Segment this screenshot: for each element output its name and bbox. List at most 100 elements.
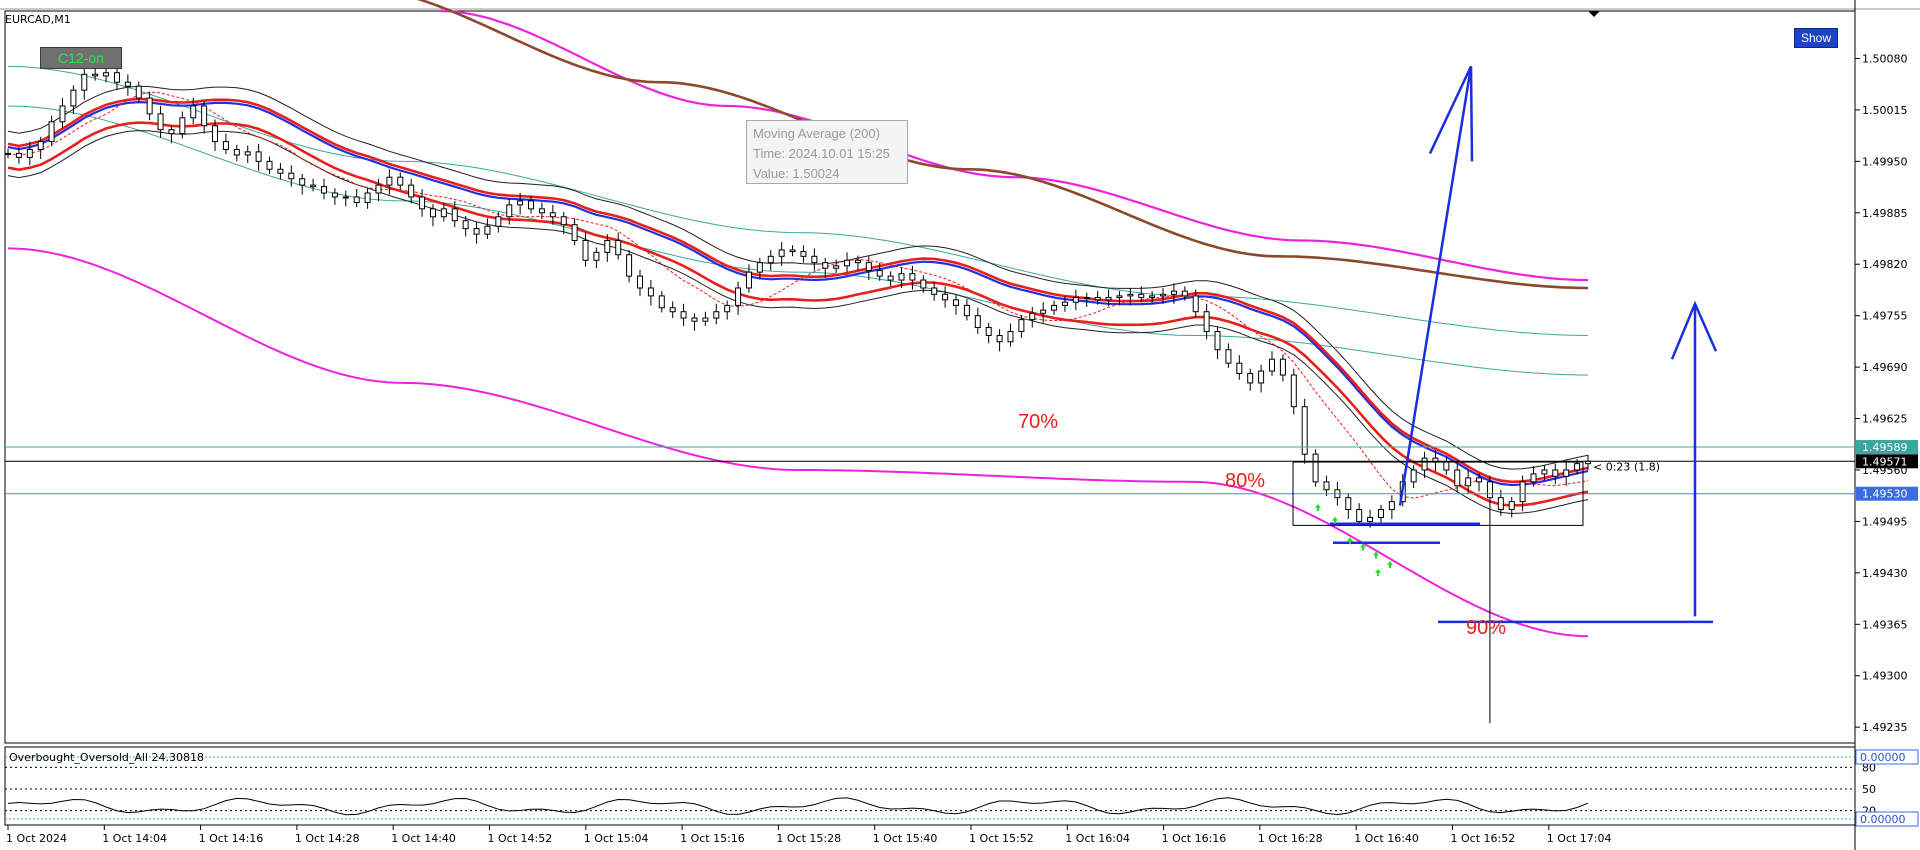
- candle: [1072, 289, 1079, 311]
- candle: [702, 311, 709, 326]
- candle-body: [408, 184, 415, 198]
- candle-body: [244, 151, 251, 156]
- candle: [1236, 355, 1243, 380]
- candle: [974, 307, 981, 334]
- candle-body: [1127, 293, 1134, 297]
- candle: [833, 259, 840, 273]
- x-tick-label: 1 Oct 16:40: [1354, 832, 1419, 845]
- x-tick-label: 1 Oct 14:28: [295, 832, 360, 845]
- candle-body: [538, 208, 545, 214]
- candle-body: [560, 216, 567, 226]
- candle: [1203, 303, 1210, 340]
- candle-body: [745, 271, 752, 289]
- x-tick-label: 1 Oct 15:52: [969, 832, 1034, 845]
- shift-marker-icon: [1588, 11, 1600, 17]
- y-tick-label: 1.49690: [1862, 361, 1908, 374]
- candle-body: [593, 251, 600, 261]
- x-tick-label: 1 Oct 17:04: [1547, 832, 1612, 845]
- level-a-tag: 1.49589: [1862, 441, 1908, 454]
- candle-body: [1236, 362, 1243, 374]
- x-tick-label: 1 Oct 15:04: [584, 832, 649, 845]
- candle: [353, 189, 360, 208]
- candle-body: [1552, 469, 1559, 477]
- candle-body: [113, 72, 120, 83]
- candle: [386, 169, 393, 195]
- candle-body: [800, 251, 807, 257]
- buy-arrow-icon: [1387, 560, 1393, 568]
- candle: [745, 264, 752, 293]
- candle-body: [844, 259, 851, 267]
- candle: [288, 165, 295, 187]
- candle: [364, 188, 371, 209]
- candle-body: [440, 208, 447, 218]
- candle: [1149, 291, 1156, 304]
- candle-body: [81, 73, 88, 91]
- y-tick-label: 1.49885: [1862, 207, 1908, 220]
- candle-body: [920, 279, 927, 289]
- teal-ma-line-2: [7, 105, 1588, 376]
- candle-body: [1279, 358, 1286, 376]
- candle-body: [1061, 301, 1068, 306]
- candle: [277, 162, 284, 180]
- candle-body: [429, 208, 436, 218]
- show-button[interactable]: Show: [1794, 28, 1838, 48]
- bar-countdown: < 0:23 (1.8): [1593, 460, 1660, 473]
- strategy-badge: C12-on: [40, 47, 122, 69]
- candle: [1160, 287, 1167, 304]
- candle-body: [1018, 319, 1025, 332]
- candle-body: [778, 249, 785, 257]
- candle-body: [168, 129, 175, 135]
- x-tick-label: 1 Oct 16:04: [1065, 832, 1130, 845]
- candle: [1029, 306, 1036, 328]
- y-tick-label: 1.49495: [1862, 515, 1908, 528]
- osc-level-label: 80: [1862, 761, 1876, 774]
- ma-tooltip: Moving Average (200) Time: 2024.10.01 15…: [746, 120, 908, 184]
- candle-body: [789, 249, 796, 253]
- candle-body: [310, 184, 317, 188]
- candle: [560, 212, 567, 235]
- osc-value-tag: 0.00000: [1860, 813, 1906, 826]
- y-tick-label: 1.50080: [1862, 52, 1908, 65]
- candle-body: [1388, 501, 1395, 511]
- candle: [190, 98, 197, 125]
- candle-body: [506, 204, 513, 218]
- y-tick-label: 1.49235: [1862, 721, 1908, 734]
- candle: [953, 295, 959, 315]
- candle-body: [898, 273, 905, 281]
- candle: [811, 248, 818, 271]
- x-tick-label: 1 Oct 15:40: [873, 832, 938, 845]
- candle-body: [375, 184, 382, 194]
- candle-body: [1454, 469, 1461, 487]
- y-tick-label: 1.49820: [1862, 258, 1908, 271]
- candle: [593, 247, 600, 269]
- candle: [1192, 289, 1199, 319]
- candles: [5, 66, 1591, 724]
- red-lower-band: [7, 121, 1589, 507]
- candle-body: [767, 255, 774, 264]
- candle: [124, 74, 131, 96]
- x-tick-label: 1 Oct 14:52: [488, 832, 553, 845]
- x-tick-label: 1 Oct 14:40: [391, 832, 456, 845]
- candle-body: [59, 105, 66, 123]
- candle-body: [549, 212, 556, 218]
- candle: [408, 178, 415, 204]
- osc-value-tag: 0.00000: [1860, 751, 1906, 764]
- price-axis: 1.50080 1.50015 1.49950 1.49885 1.49820 1.497…: [1855, 52, 1918, 734]
- candle-body: [713, 311, 720, 319]
- candle: [342, 190, 349, 207]
- candle: [1377, 504, 1384, 526]
- candle-body: [146, 97, 153, 115]
- candle-body: [1486, 481, 1493, 499]
- candle-body: [1290, 374, 1297, 408]
- candle-body: [1029, 312, 1036, 321]
- candle: [647, 280, 654, 306]
- tooltip-value: Value: 1.50024: [753, 166, 840, 181]
- candle: [321, 178, 327, 200]
- candle: [157, 105, 164, 138]
- candle: [800, 245, 807, 263]
- candle: [909, 265, 916, 290]
- candle: [506, 198, 513, 225]
- candle: [1323, 475, 1330, 497]
- candle: [1214, 326, 1221, 360]
